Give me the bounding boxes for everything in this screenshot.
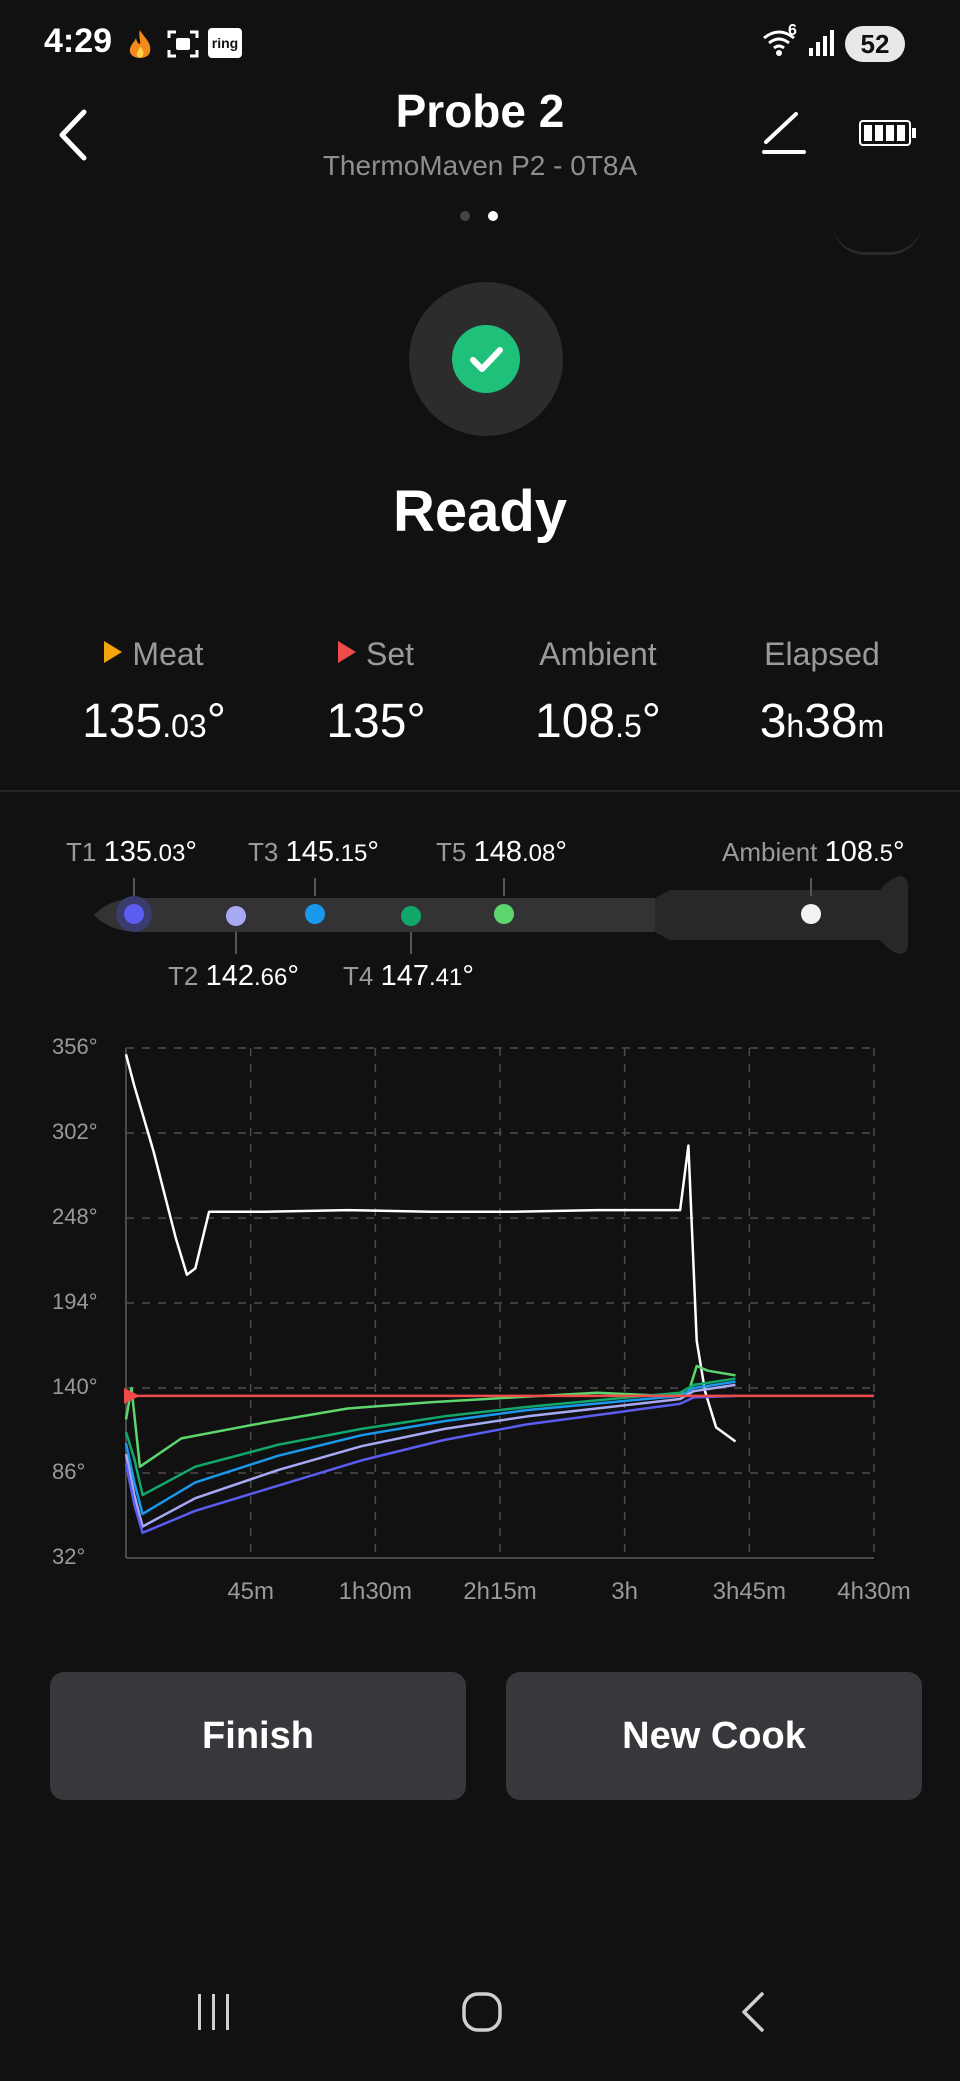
x-tick-label: 3h45m	[712, 1578, 787, 1605]
t1-tick	[133, 878, 135, 896]
t5-sensor	[494, 904, 514, 924]
t4-tick	[410, 932, 412, 954]
x-tick-label: 3h	[611, 1578, 638, 1605]
screenshot-icon	[167, 30, 199, 58]
ambient-value: 108.5°	[535, 695, 661, 748]
device-subtitle: ThermoMaven P2 - 0T8A	[322, 150, 638, 181]
chart-plot	[124, 1047, 875, 1559]
elapsed-value: 3h38m	[759, 695, 885, 748]
ambient-label: Ambient	[539, 636, 657, 672]
y-tick-label: 194°	[52, 1289, 98, 1314]
edit-icon[interactable]	[760, 108, 808, 158]
page-title: Probe 2	[395, 85, 565, 137]
series-line-2	[124, 1377, 736, 1497]
wifi-badge: 6	[788, 22, 797, 39]
status-label: Ready	[392, 479, 568, 544]
page-indicator-dot-2[interactable]	[488, 211, 498, 221]
x-tick-label: 4h30m	[837, 1578, 911, 1605]
meat-label: Meat	[34, 636, 274, 673]
t3-sensor	[305, 904, 325, 924]
status-time: 4:29	[44, 22, 113, 60]
t1-reading: T1 135.03°	[66, 836, 197, 868]
page-indicator-dot-1[interactable]	[460, 211, 470, 221]
ambient-tick	[810, 878, 812, 896]
t4-reading: T4 147.41°	[343, 960, 474, 992]
finish-button[interactable]: Finish	[50, 1672, 466, 1800]
set-point-marker	[124, 1387, 140, 1404]
y-tick-label: 140°	[52, 1374, 98, 1399]
y-tick-label: 86°	[52, 1459, 86, 1484]
probe-diagram: T1 135.03° T2 142.66° T3 145.15° T4 147.…	[0, 820, 960, 1000]
series-line-1	[124, 1364, 736, 1468]
probe-battery-icon	[859, 120, 916, 146]
new-cook-button[interactable]: New Cook	[506, 1672, 922, 1800]
meat-value: 135.03°	[82, 695, 226, 748]
series-line-3	[124, 1380, 736, 1516]
x-tick-label: 1h30m	[338, 1578, 413, 1605]
t3-tick	[314, 878, 316, 896]
recent-apps-button[interactable]	[194, 1990, 234, 2034]
t4-sensor	[401, 906, 421, 926]
set-value: 135°	[326, 695, 426, 748]
signal-icon	[809, 30, 834, 56]
series-line-4	[124, 1383, 736, 1528]
y-tick-label: 356°	[52, 1034, 98, 1059]
home-button[interactable]	[460, 1990, 504, 2034]
flame-app-icon	[129, 30, 151, 58]
series-line-0	[124, 1053, 737, 1443]
check-icon	[452, 325, 520, 393]
section-divider	[0, 790, 960, 792]
y-tick-label: 302°	[52, 1119, 98, 1144]
ambient-reading: Ambient 108.5°	[722, 836, 905, 868]
series-line-5	[124, 1394, 736, 1535]
t2-sensor	[226, 906, 246, 926]
ambient-sensor	[801, 904, 821, 924]
elapsed-label: Elapsed	[764, 636, 880, 672]
t2-reading: T2 142.66°	[168, 960, 299, 992]
t2-tick	[235, 932, 237, 954]
ring-icon: ring	[208, 28, 242, 58]
back-nav-button[interactable]	[734, 1990, 774, 2034]
set-label: Set	[256, 636, 496, 673]
t5-tick	[503, 878, 505, 896]
y-tick-label: 32°	[52, 1544, 86, 1569]
back-button[interactable]	[48, 100, 98, 170]
temperature-chart[interactable]: 356° 302° 248° 194° 140° 86° 32° 45m 1h30m 2h15m…	[0, 1030, 960, 1610]
wifi-icon	[763, 30, 795, 56]
t1-sensor	[124, 904, 144, 924]
battery-indicator: 52	[845, 26, 905, 62]
x-tick-label: 45m	[227, 1578, 274, 1605]
meat-marker-icon	[104, 641, 123, 663]
set-marker-icon	[337, 641, 356, 663]
t5-reading: T5 148.08°	[436, 836, 567, 868]
t3-reading: T3 145.15°	[248, 836, 379, 868]
next-card-peek	[832, 222, 922, 255]
x-tick-label: 2h15m	[463, 1578, 537, 1605]
y-tick-label: 248°	[52, 1204, 98, 1229]
